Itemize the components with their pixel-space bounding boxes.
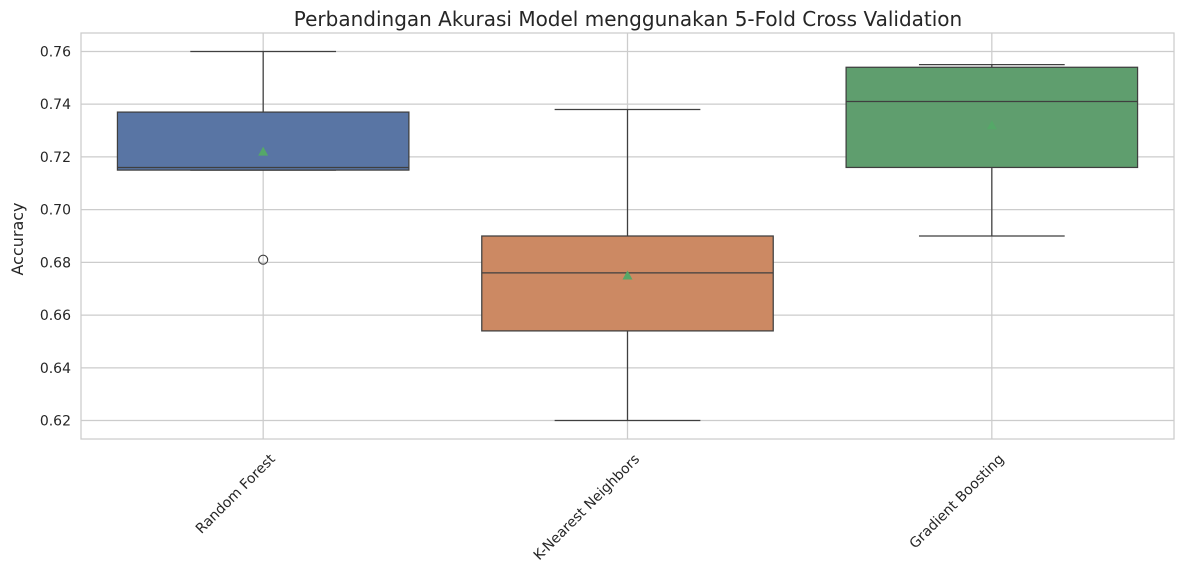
iqr-box [116,111,410,171]
mean-marker [986,120,997,130]
mean-marker [258,146,269,156]
y-tick-label: 0.64 [40,361,71,377]
y-tick-label: 0.62 [40,414,71,430]
outlier-point [258,254,269,265]
chart-title: Perbandingan Akurasi Model menggunakan 5… [294,7,962,31]
y-tick-label: 0.66 [40,308,71,324]
y-tick-label: 0.72 [40,150,71,166]
iqr-box [481,235,774,332]
box-series [116,50,1139,422]
box-group [481,108,774,422]
y-tick-label: 0.68 [40,255,71,271]
y-tick-labels: 0.62 0.64 0.66 0.68 0.70 0.72 0.74 0.76 [40,44,71,429]
plot-area-frame [80,32,1175,440]
y-axis-label: Accuracy [8,202,27,275]
mean-marker [622,270,633,280]
y-tick-label: 0.70 [40,203,71,219]
y-tick-label: 0.74 [40,97,71,113]
y-tick-label: 0.76 [40,44,71,60]
box-group [845,64,1139,237]
box-group [116,50,410,265]
iqr-box [845,66,1139,169]
